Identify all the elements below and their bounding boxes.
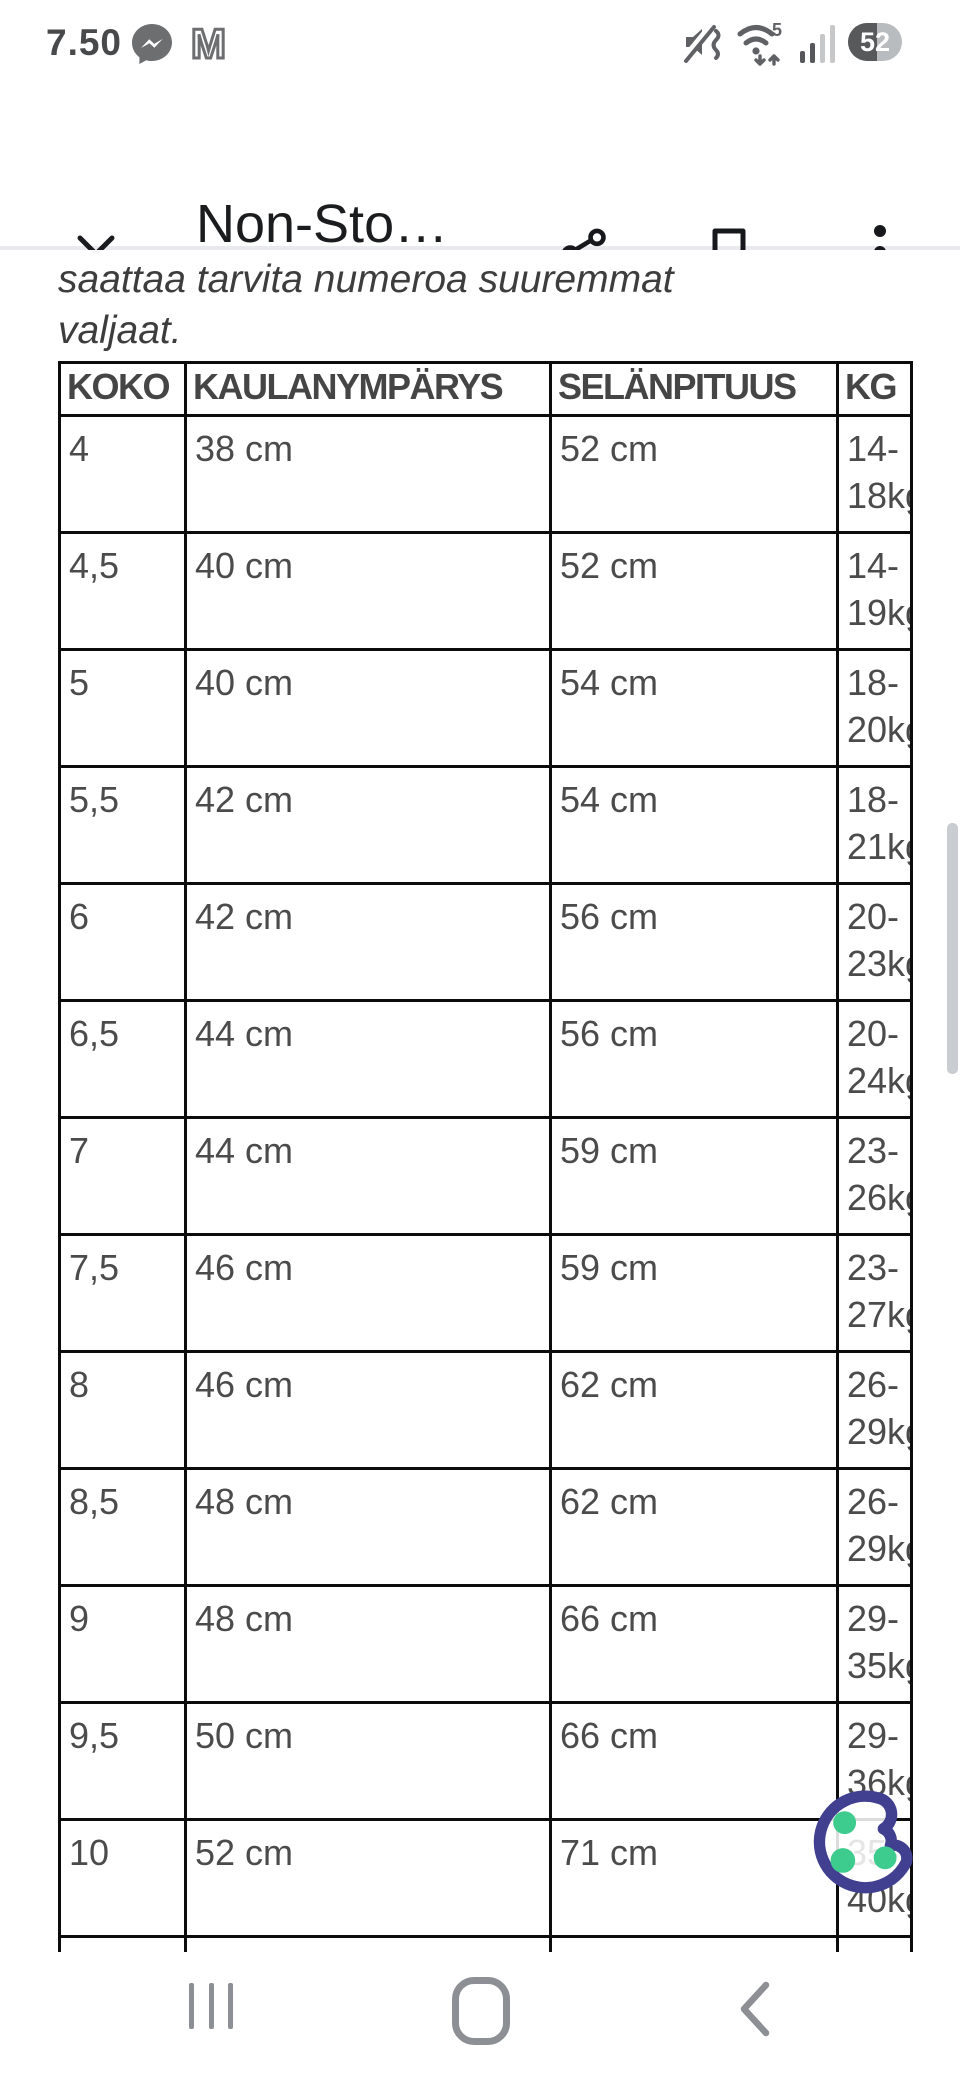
cell-selanpituus: 66 cm [549, 1701, 839, 1821]
svg-text:5: 5 [772, 20, 782, 40]
table-row: 9 48 cm 66 cm 29-35kg [58, 1584, 913, 1704]
wifi-5-icon: 5 [736, 18, 788, 66]
table-row: 9,5 50 cm 66 cm 29-36kg [58, 1701, 913, 1821]
cell-selanpituus: 52 cm [549, 414, 839, 534]
cell-koko: 6,5 [58, 999, 187, 1119]
signal-strength-icon [800, 19, 836, 65]
cell-selanpituus: 59 cm [549, 1233, 839, 1353]
cell-selanpituus: 52 cm [549, 531, 839, 651]
cell-selanpituus: 62 cm [549, 1350, 839, 1470]
cell-kaulanymparys: 42 cm [184, 882, 552, 1002]
cell-kg: 20-23kg [836, 882, 913, 1002]
svg-text:M: M [191, 20, 226, 67]
cell-kg: 14-18kg [836, 414, 913, 534]
cookie-consent-button[interactable] [798, 1776, 930, 1908]
table-row: 6 42 cm 56 cm 20-23kg [58, 882, 913, 1002]
table-row: 5,5 42 cm 54 cm 18-21kg [58, 765, 913, 885]
status-bar: 7.50 M 5 [0, 0, 960, 90]
cell-koko: 4 [58, 414, 187, 534]
home-button[interactable] [452, 1977, 510, 2045]
cell-kaulanymparys: 40 cm [184, 531, 552, 651]
cell-selanpituus: 54 cm [549, 765, 839, 885]
clock-text: 7.50 [46, 22, 123, 63]
cell-koko: 10 [58, 1818, 187, 1938]
web-content-area: saattaa tarvita numeroa suuremmat valjaat… [0, 250, 960, 1952]
battery-percent-text: 52 [860, 27, 890, 57]
cell-selanpituus: 56 cm [549, 999, 839, 1119]
cell-koko: 9,5 [58, 1701, 187, 1821]
table-row: 4 38 cm 52 cm 14-18kg [58, 414, 913, 534]
cell-kg: 26-29kg [836, 1467, 913, 1587]
cell-selanpituus: 62 cm [549, 1467, 839, 1587]
cell-koko: 8 [58, 1350, 187, 1470]
table-row: 4,5 40 cm 52 cm 14-19kg [58, 531, 913, 651]
cell-koko: 7,5 [58, 1233, 187, 1353]
column-header-koko: KOKO [58, 361, 187, 417]
table-row: 7 44 cm 59 cm 23-26kg [58, 1116, 913, 1236]
table-row: 10 52 cm 71 cm 35-40kg [58, 1818, 913, 1938]
cell-kaulanymparys: 48 cm [184, 1584, 552, 1704]
cell-selanpituus: 66 cm [549, 1584, 839, 1704]
cell-kaulanymparys: 46 cm [184, 1233, 552, 1353]
cell-koko: 5 [58, 648, 187, 768]
table-row-clipped [58, 1935, 913, 1952]
gmail-notification-icon: M [188, 20, 238, 68]
cell-koko: 8,5 [58, 1467, 187, 1587]
table-row: 6,5 44 cm 56 cm 20-24kg [58, 999, 913, 1119]
cell-selanpituus: 71 cm [549, 1818, 839, 1938]
cell-koko: 4,5 [58, 531, 187, 651]
cell-koko: 7 [58, 1116, 187, 1236]
cell-kaulanymparys: 42 cm [184, 765, 552, 885]
cell-kaulanymparys: 48 cm [184, 1467, 552, 1587]
cell-kg: 14-19kg [836, 531, 913, 651]
table-row: 7,5 46 cm 59 cm 23-27kg [58, 1233, 913, 1353]
table-row: 8,5 48 cm 62 cm 26-29kg [58, 1467, 913, 1587]
custom-tab-header: Non-Sto… valiheikki.fi [0, 90, 960, 304]
back-button[interactable] [734, 1979, 774, 2039]
page-title: Non-Sto… [196, 194, 449, 254]
table-header-row: KOKO KAULANYMPÄRYS SELÄNPITUUS KG [58, 361, 913, 417]
cell-kg: 23-26kg [836, 1116, 913, 1236]
cell-selanpituus: 54 cm [549, 648, 839, 768]
table-row: 8 46 cm 62 cm 26-29kg [58, 1350, 913, 1470]
cell-kaulanymparys: 40 cm [184, 648, 552, 768]
cell-kg: 26-29kg [836, 1350, 913, 1470]
cell-kg: 29-35kg [836, 1584, 913, 1704]
cell-kg: 23-27kg [836, 1233, 913, 1353]
battery-indicator: 52 [848, 23, 902, 61]
cell-kaulanymparys: 44 cm [184, 999, 552, 1119]
cell-selanpituus: 56 cm [549, 882, 839, 1002]
table-row: 5 40 cm 54 cm 18-20kg [58, 648, 913, 768]
cell-kg: 20-24kg [836, 999, 913, 1119]
cell-kg: 18-21kg [836, 765, 913, 885]
intro-text: saattaa tarvita numeroa suuremmat valjaat… [58, 258, 674, 352]
cell-selanpituus: 59 cm [549, 1116, 839, 1236]
size-chart-table: KOKO KAULANYMPÄRYS SELÄNPITUUS KG 4 38 c… [58, 361, 913, 1952]
vibrate-mute-icon [682, 19, 724, 65]
cell-kg: 18-20kg [836, 648, 913, 768]
cell-kaulanymparys: 50 cm [184, 1701, 552, 1821]
recents-icon [189, 1983, 194, 2029]
back-chevron-icon [740, 1981, 770, 2037]
cell-koko: 6 [58, 882, 187, 1002]
scrollbar-thumb[interactable] [947, 823, 958, 1074]
column-header-selanpituus: SELÄNPITUUS [549, 361, 839, 417]
cell-koko: 5,5 [58, 765, 187, 885]
cell-kaulanymparys: 38 cm [184, 414, 552, 534]
cell-kaulanymparys: 46 cm [184, 1350, 552, 1470]
recents-button[interactable] [189, 1983, 233, 2029]
column-header-kg: KG [836, 361, 913, 417]
column-header-kaulanymparys: KAULANYMPÄRYS [184, 361, 552, 417]
cookie-icon [813, 1790, 913, 1894]
cell-kaulanymparys: 44 cm [184, 1116, 552, 1236]
cell-koko: 9 [58, 1584, 187, 1704]
messenger-notification-icon [128, 20, 176, 68]
system-navigation-bar [0, 1953, 960, 2080]
cell-kaulanymparys: 52 cm [184, 1818, 552, 1938]
